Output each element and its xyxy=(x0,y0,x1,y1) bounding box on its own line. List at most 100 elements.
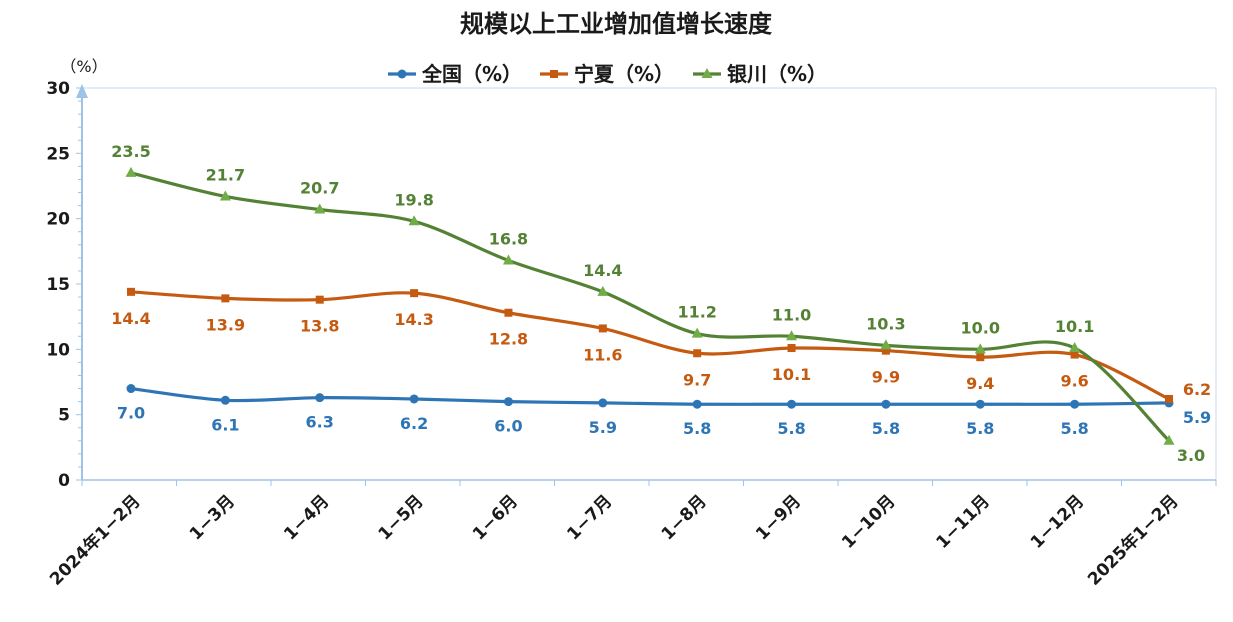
y-axis: 0 5 10 15 20 25 30 xyxy=(46,79,88,491)
series-yinchuan-data-label: 23.5 xyxy=(111,142,150,161)
series-ningxia-data-label: 13.9 xyxy=(206,315,245,334)
series-national-data-label: 6.1 xyxy=(211,415,239,434)
series-national-point xyxy=(220,395,230,405)
series-national-line xyxy=(129,386,1171,406)
series-national-point xyxy=(598,398,608,408)
y-tick-label: 15 xyxy=(46,275,70,295)
plot-area xyxy=(81,87,1217,481)
series-yinchuan-data-label: 10.1 xyxy=(1055,317,1094,336)
series-ningxia-point xyxy=(127,287,135,296)
series-national-data-label: 6.3 xyxy=(306,413,334,432)
series-ningxia-point xyxy=(504,308,513,317)
x-tick-label: 2025年1−2月 xyxy=(1083,491,1182,590)
series-yinchuan-point xyxy=(880,339,892,350)
x-axis: 2024年1−2月 1−3月 1−4月 1−5月 1−6月 1−7月 1−8月 1−9月 1−1… xyxy=(45,479,1217,590)
series-ningxia-point xyxy=(693,349,702,358)
series-national-data-label: 5.9 xyxy=(1183,408,1211,427)
series-yinchuan-point xyxy=(1163,434,1175,445)
series-yinchuan-point xyxy=(1069,342,1081,353)
series-national-point xyxy=(503,397,513,407)
series-ningxia-data-label: 14.3 xyxy=(394,310,433,329)
series-national-data-label: 5.8 xyxy=(966,419,994,438)
series-layer xyxy=(125,166,1175,445)
series-national-point xyxy=(787,399,797,409)
series-yinchuan-data-label: 10.3 xyxy=(866,314,905,333)
series-yinchuan-data-label: 11.2 xyxy=(677,303,716,322)
legend-item-national: 全国（%） xyxy=(388,62,522,86)
series-ningxia-point xyxy=(598,324,607,333)
series-yinchuan-point xyxy=(974,343,986,354)
x-tick-label: 1−7月 xyxy=(563,491,616,544)
series-national-data-label: 6.0 xyxy=(494,417,522,436)
data-labels: 7.0 6.1 6.3 6.2 6.0 5.9 5.8 5.8 5.8 5.8 5.8 5.9 14.4… xyxy=(111,142,1211,465)
series-ningxia-data-label: 9.7 xyxy=(683,370,711,389)
series-ningxia-point xyxy=(221,294,230,303)
series-yinchuan-data-label: 19.8 xyxy=(394,190,433,209)
series-ningxia-point xyxy=(410,289,419,298)
legend-item-yinchuan: 银川（%） xyxy=(693,62,827,86)
series-ningxia-point xyxy=(881,346,890,355)
legend-ningxia-label: 宁夏（%） xyxy=(574,62,674,86)
x-tick-label: 1−5月 xyxy=(375,491,428,544)
x-tick-label: 1−11月 xyxy=(932,491,993,552)
series-ningxia-data-label: 11.6 xyxy=(583,345,622,364)
series-national-point xyxy=(315,393,325,403)
legend-yinchuan-label: 银川（%） xyxy=(727,62,827,86)
x-tick-label: 1−8月 xyxy=(658,491,711,544)
series-ningxia-data-label: 10.1 xyxy=(772,365,811,384)
series-ningxia-data-label: 13.8 xyxy=(300,317,339,336)
series-yinchuan-point xyxy=(125,166,137,177)
series-national-data-label: 5.8 xyxy=(777,419,805,438)
series-national-data-label: 6.2 xyxy=(400,414,428,433)
series-national-data-label: 5.8 xyxy=(683,419,711,438)
x-tick-label: 1−3月 xyxy=(186,491,239,544)
x-tick-label: 1−4月 xyxy=(280,491,333,544)
chart-title: 规模以上工业增加值增长速度 xyxy=(460,10,773,38)
series-yinchuan-point xyxy=(691,327,703,338)
series-national xyxy=(126,384,1174,409)
legend: 全国（%） 宁夏（%） 银川（%） xyxy=(388,62,827,86)
series-ningxia-point xyxy=(315,295,324,304)
x-tick-label: 2024年1−2月 xyxy=(45,491,144,590)
series-yinchuan xyxy=(125,166,1175,445)
series-national-point xyxy=(1070,399,1080,409)
x-tick-label: 1−10月 xyxy=(838,491,899,552)
series-ningxia-data-label: 9.9 xyxy=(872,368,900,387)
series-ningxia-data-label: 6.2 xyxy=(1183,380,1211,399)
y-tick-label: 5 xyxy=(58,406,70,426)
y-tick-label: 20 xyxy=(46,210,70,230)
legend-national-marker xyxy=(397,69,407,79)
y-axis-unit: （%） xyxy=(60,57,107,76)
series-ningxia-point xyxy=(976,353,985,362)
series-ningxia-data-label: 12.8 xyxy=(489,330,528,349)
x-tick-label: 1−9月 xyxy=(752,491,805,544)
legend-yinchuan-marker xyxy=(701,68,713,78)
series-yinchuan-line xyxy=(129,171,1171,443)
series-yinchuan-data-label: 14.4 xyxy=(583,261,622,280)
series-ningxia-point xyxy=(787,344,796,353)
y-tick-label: 10 xyxy=(46,340,70,360)
series-national-data-label: 5.8 xyxy=(872,419,900,438)
y-tick-label: 30 xyxy=(46,79,70,99)
x-tick-label: 1−6月 xyxy=(469,491,522,544)
series-yinchuan-data-label: 11.0 xyxy=(772,305,811,324)
series-yinchuan-data-label: 10.0 xyxy=(961,318,1000,337)
series-national-point xyxy=(881,399,891,409)
series-ningxia-line xyxy=(129,290,1171,401)
y-tick-label: 0 xyxy=(58,471,70,491)
series-national-point xyxy=(975,399,985,409)
series-ningxia xyxy=(127,287,1173,403)
series-yinchuan-point xyxy=(219,190,231,201)
series-ningxia-data-label: 9.4 xyxy=(966,374,994,393)
series-ningxia-point xyxy=(1070,350,1079,359)
series-yinchuan-point xyxy=(314,203,326,214)
y-tick-label: 25 xyxy=(46,144,70,164)
y-axis-arrow xyxy=(76,84,88,98)
series-national-point xyxy=(126,384,136,394)
series-yinchuan-data-label: 21.7 xyxy=(206,165,245,184)
legend-item-ningxia: 宁夏（%） xyxy=(540,62,674,86)
series-national-point xyxy=(692,399,702,409)
series-ningxia-point xyxy=(1165,394,1173,403)
series-yinchuan-data-label: 16.8 xyxy=(489,229,528,248)
